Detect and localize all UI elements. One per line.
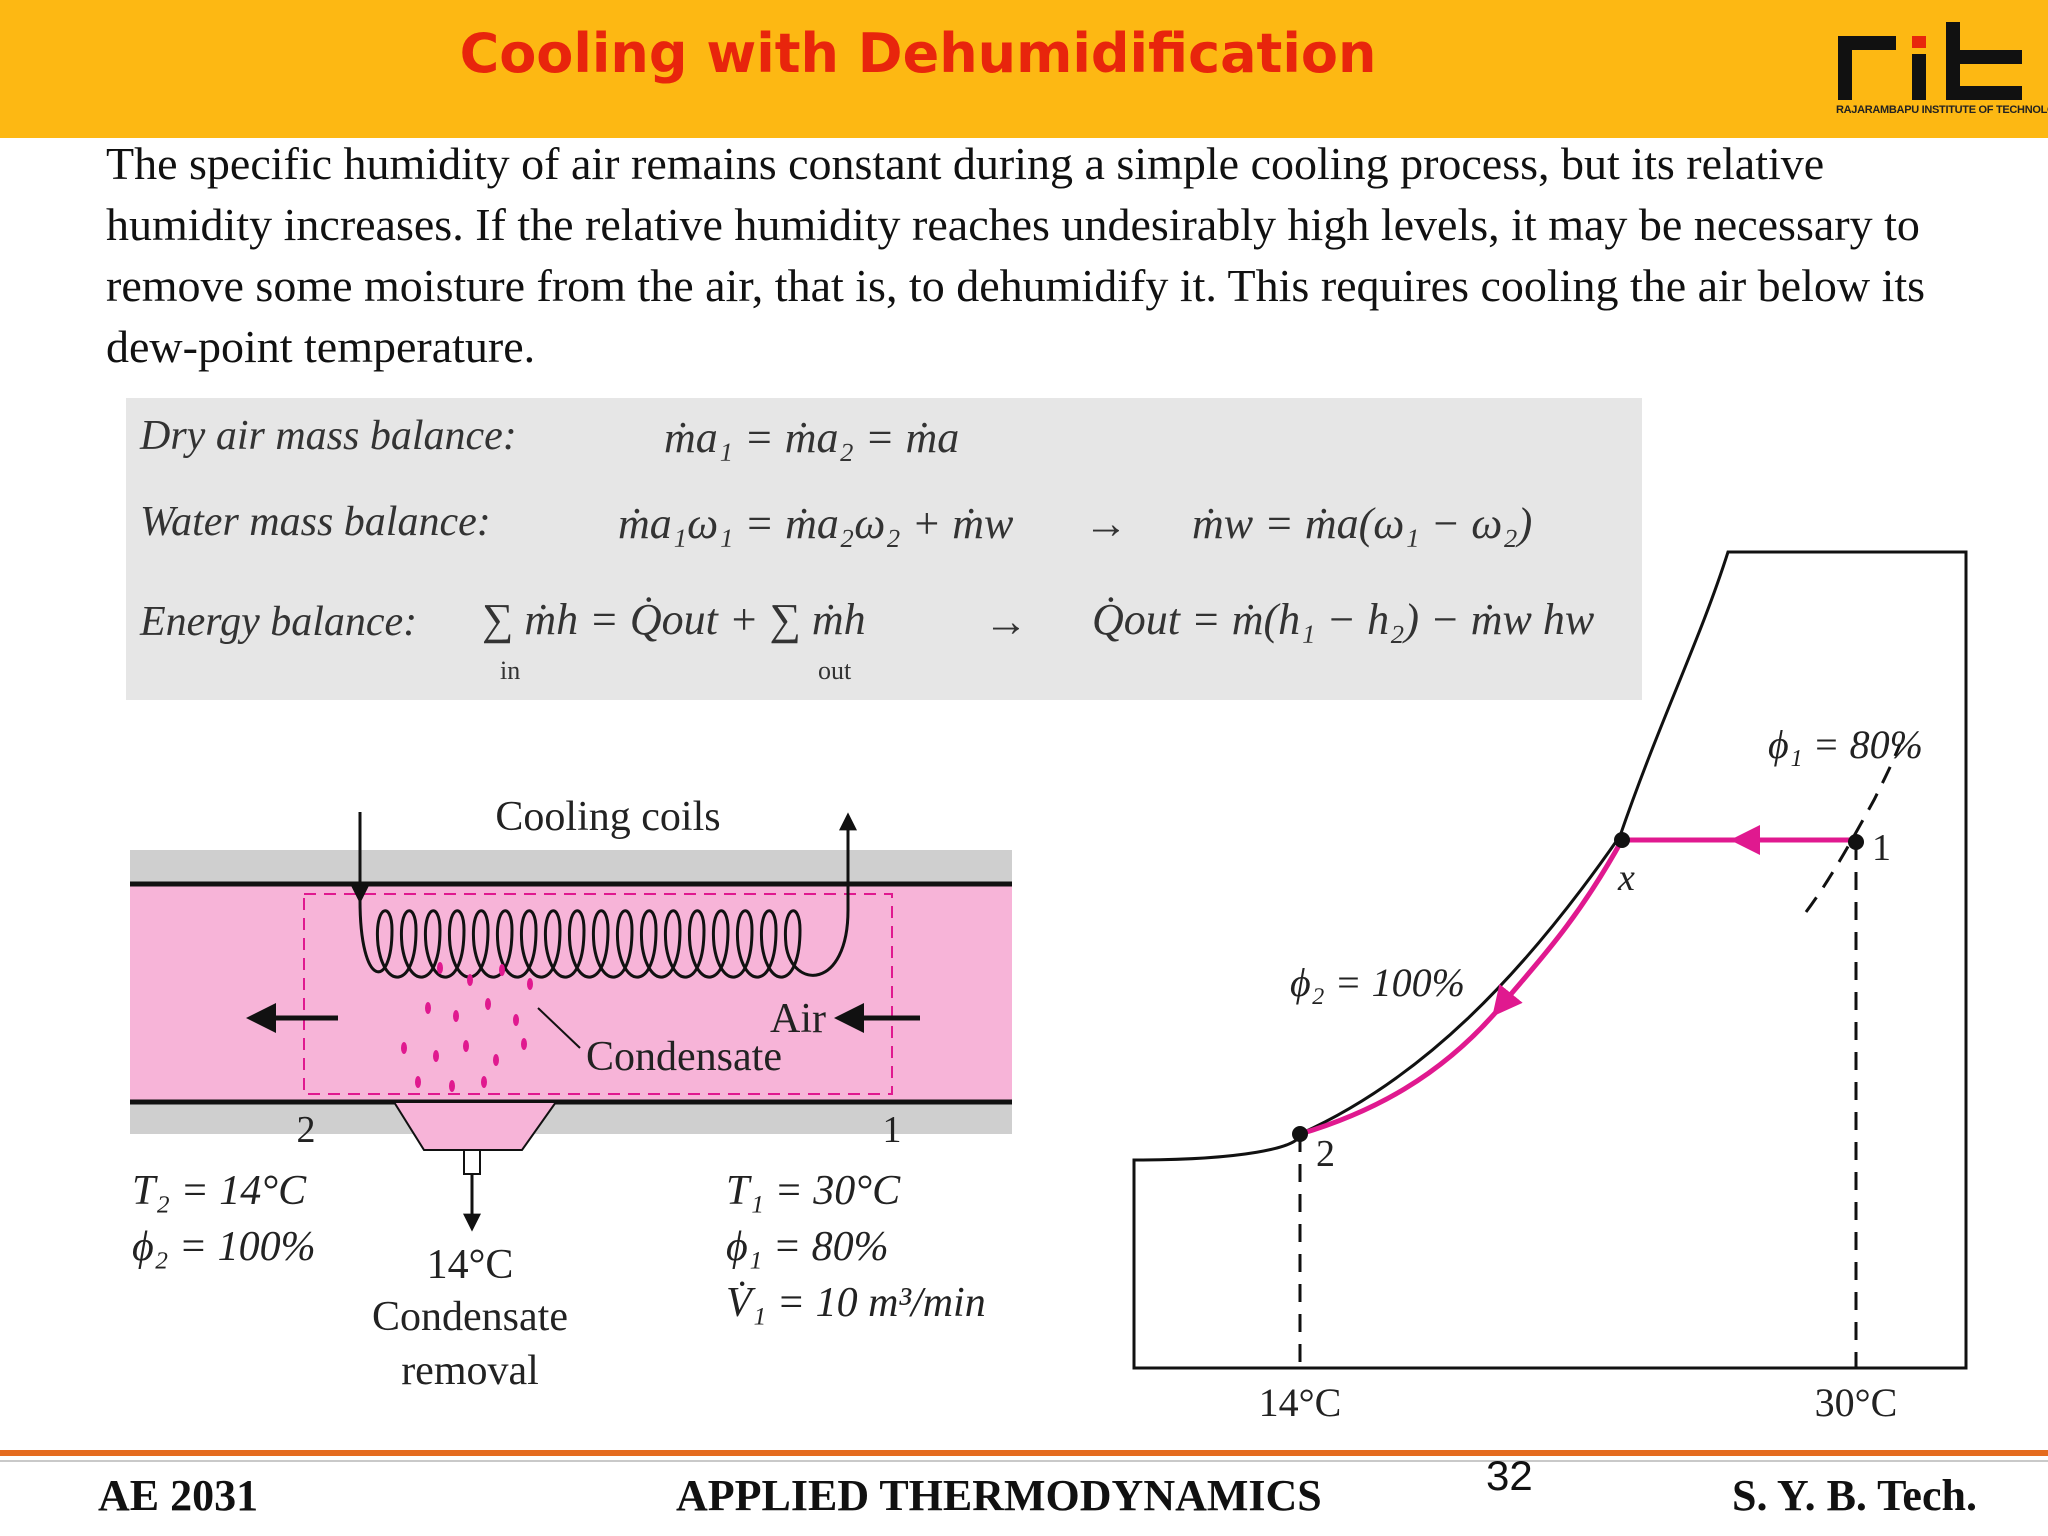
cooling-coil xyxy=(351,812,857,979)
drain-trough xyxy=(392,1101,558,1151)
state-2-marker: 2 xyxy=(297,1109,316,1151)
drain-temperature: 14°C xyxy=(427,1242,514,1288)
psychrometric-chart xyxy=(1132,550,1968,1370)
water-equation-left: ṁa₁ω₁ = ṁa₂ω₂ + ṁw xyxy=(618,499,1014,548)
point-2-dot xyxy=(1292,1126,1308,1142)
chart-frame xyxy=(1132,550,1968,1370)
rit-logo xyxy=(1838,22,2022,100)
temp-14c-label: 14°C xyxy=(1259,1380,1342,1425)
point-1-label: 1 xyxy=(1872,827,1891,869)
equation-panel: Dry air mass balance: ṁa₁ = ṁa₂ = ṁa Wat… xyxy=(126,398,1642,700)
energy-equation-right: Q̇out = ṁ(h₁ − h₂) − ṁw hw xyxy=(1092,595,1595,644)
header-bar xyxy=(0,0,2048,138)
cooling-coils-label: Cooling coils xyxy=(495,794,720,840)
sum-in-subscript: in xyxy=(500,656,521,685)
inlet-temperature: T₁ = 30°C xyxy=(726,1168,901,1214)
duct-top-wall xyxy=(130,850,1012,884)
condensate-label: Condensate xyxy=(586,1034,782,1080)
phi2-label: ϕ₂ = 100% xyxy=(1290,960,1465,1005)
temp-30c-label: 30°C xyxy=(1815,1380,1898,1425)
water-equation-right: ṁw = ṁa(ω₁ − ω₂) xyxy=(1192,499,1533,548)
phi1-label: ϕ₁ = 80% xyxy=(1768,722,1923,767)
point-x-dot xyxy=(1614,832,1630,848)
phi1-curve xyxy=(1804,743,1902,913)
course-code: AE 2031 xyxy=(98,1471,259,1520)
cooling-duct xyxy=(130,850,1012,1134)
intro-paragraph: The specific humidity of air remains con… xyxy=(106,138,1926,372)
drain-label-line-1: Condensate xyxy=(372,1294,568,1340)
dry-air-label: Dry air mass balance: xyxy=(140,413,517,459)
point-1-dot xyxy=(1848,834,1864,850)
water-arrow: → xyxy=(1084,499,1128,548)
energy-label: Energy balance: xyxy=(140,599,418,645)
process-x-2-arrow xyxy=(1492,838,1625,1017)
water-label: Water mass balance: xyxy=(140,499,491,545)
drain-pipe xyxy=(463,1149,481,1175)
inlet-flow-rate: V̇₁ = 10 m³/min xyxy=(726,1280,986,1326)
course-title: APPLIED THERMODYNAMICS xyxy=(676,1471,1322,1520)
point-x-label: x xyxy=(1617,857,1635,899)
drain-label-line-2: removal xyxy=(401,1348,539,1394)
sum-out-subscript: out xyxy=(818,656,852,685)
slide-title: Cooling with Dehumidification xyxy=(459,22,1377,85)
exit-temperature: T₂ = 14°C xyxy=(132,1168,307,1214)
condensate-droplets xyxy=(401,962,533,1092)
logo-caption: RAJARAMBAPU INSTITUTE OF TECHNOLOGY xyxy=(1836,104,2048,116)
condensate-leader-line xyxy=(537,1007,581,1049)
process-x-2 xyxy=(1299,1010,1498,1137)
exit-humidity: ϕ₂ = 100% xyxy=(132,1224,316,1270)
control-volume xyxy=(303,893,893,1095)
point-2-label: 2 xyxy=(1316,1133,1335,1175)
energy-equation-left: ∑ ṁh = Q̇out + ∑ ṁh xyxy=(482,595,866,644)
duct-bottom-wall xyxy=(130,1102,1012,1134)
class-name: S. Y. B. Tech. xyxy=(1732,1471,1977,1520)
dry-air-equation: ṁa₁ = ṁa₂ = ṁa xyxy=(664,413,960,462)
inlet-humidity: ϕ₁ = 80% xyxy=(726,1224,889,1270)
footer-rule-thin xyxy=(0,1460,2048,1462)
air-label: Air xyxy=(770,996,826,1042)
coil-loops xyxy=(358,899,850,979)
energy-arrow: → xyxy=(984,597,1028,646)
state-1-marker: 1 xyxy=(883,1109,902,1151)
page-number: 32 xyxy=(1486,1452,1533,1499)
footer-rule xyxy=(0,1450,2048,1456)
